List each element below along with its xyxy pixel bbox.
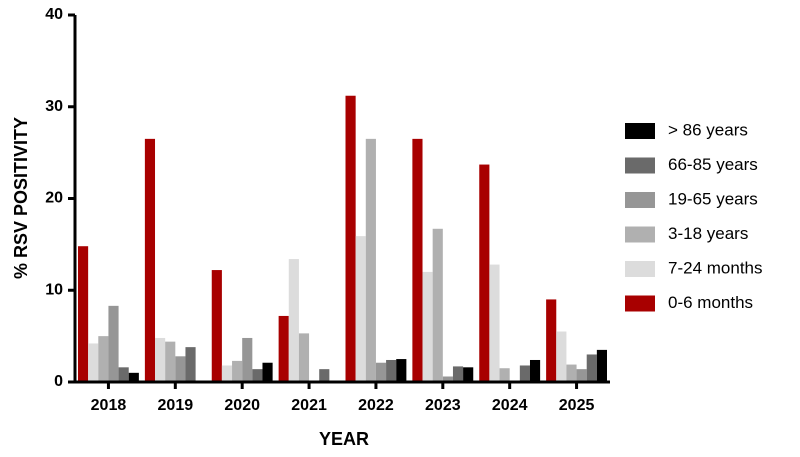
y-tick-label: 20: [45, 190, 63, 207]
bar: [576, 369, 587, 382]
bar: [319, 369, 330, 382]
bar: [556, 331, 567, 382]
bar: [232, 360, 243, 382]
bar: [185, 347, 196, 382]
legend-swatch: [625, 261, 655, 277]
legend-swatch: [625, 295, 655, 312]
bar: [375, 362, 387, 382]
bar: [596, 349, 607, 382]
bar: [519, 365, 530, 382]
x-tick-label: 2021: [291, 397, 327, 414]
bar: [108, 305, 119, 382]
legend-label: 3-18 years: [668, 224, 748, 243]
x-tick-label: 2025: [559, 397, 595, 414]
legend-label: 66-85 years: [668, 155, 758, 174]
x-tick-label: 2019: [158, 397, 194, 414]
y-axis-title: % RSV POSITIVITY: [11, 117, 31, 279]
bar: [88, 343, 99, 382]
bar: [499, 368, 510, 382]
legend-swatch: [625, 226, 655, 243]
bar: [175, 356, 186, 382]
bar: [288, 259, 299, 382]
x-tick-label: 2023: [425, 397, 461, 414]
bar: [345, 95, 356, 383]
legend-label: 0-6 months: [668, 293, 753, 312]
legend-swatch: [625, 123, 655, 139]
x-tick-label: 2024: [492, 397, 528, 414]
bar: [221, 365, 233, 382]
bar: [128, 372, 139, 382]
legend-label: 7-24 months: [668, 258, 763, 277]
legend-swatch: [625, 157, 655, 174]
bar: [463, 367, 474, 382]
y-tick-label: 0: [54, 373, 63, 390]
bar: [355, 236, 366, 382]
x-axis-title: YEAR: [319, 429, 369, 449]
y-tick-label: 40: [45, 6, 63, 23]
x-tick-label: 2022: [358, 397, 394, 414]
bar: [365, 138, 376, 382]
legend-label: > 86 years: [668, 120, 748, 139]
bar: [278, 315, 289, 382]
bar: [529, 359, 541, 382]
bar: [452, 366, 464, 382]
bar: [442, 376, 453, 382]
bar: [412, 138, 423, 382]
bar: [118, 367, 129, 382]
bar: [165, 341, 176, 382]
bar: [242, 337, 253, 382]
bar: [546, 299, 557, 382]
bar: [396, 359, 407, 382]
bar: [586, 354, 597, 382]
legend-label: 19-65 years: [668, 189, 758, 208]
bar: [144, 138, 156, 382]
bar: [386, 359, 397, 382]
x-tick-label: 2020: [224, 397, 260, 414]
bar: [298, 333, 310, 382]
bar: [566, 364, 577, 382]
legend-swatch: [625, 192, 655, 208]
bar: [262, 362, 273, 382]
bar: [479, 164, 490, 382]
x-tick-label: 2018: [91, 397, 127, 414]
bar: [98, 336, 109, 382]
y-tick-label: 10: [45, 281, 63, 298]
y-tick-label: 30: [45, 98, 63, 115]
bar: [432, 228, 443, 382]
bar: [489, 264, 500, 382]
bar: [78, 246, 89, 382]
bar: [252, 369, 263, 382]
bar: [211, 270, 222, 382]
bar: [155, 337, 166, 382]
bar: [422, 271, 433, 382]
